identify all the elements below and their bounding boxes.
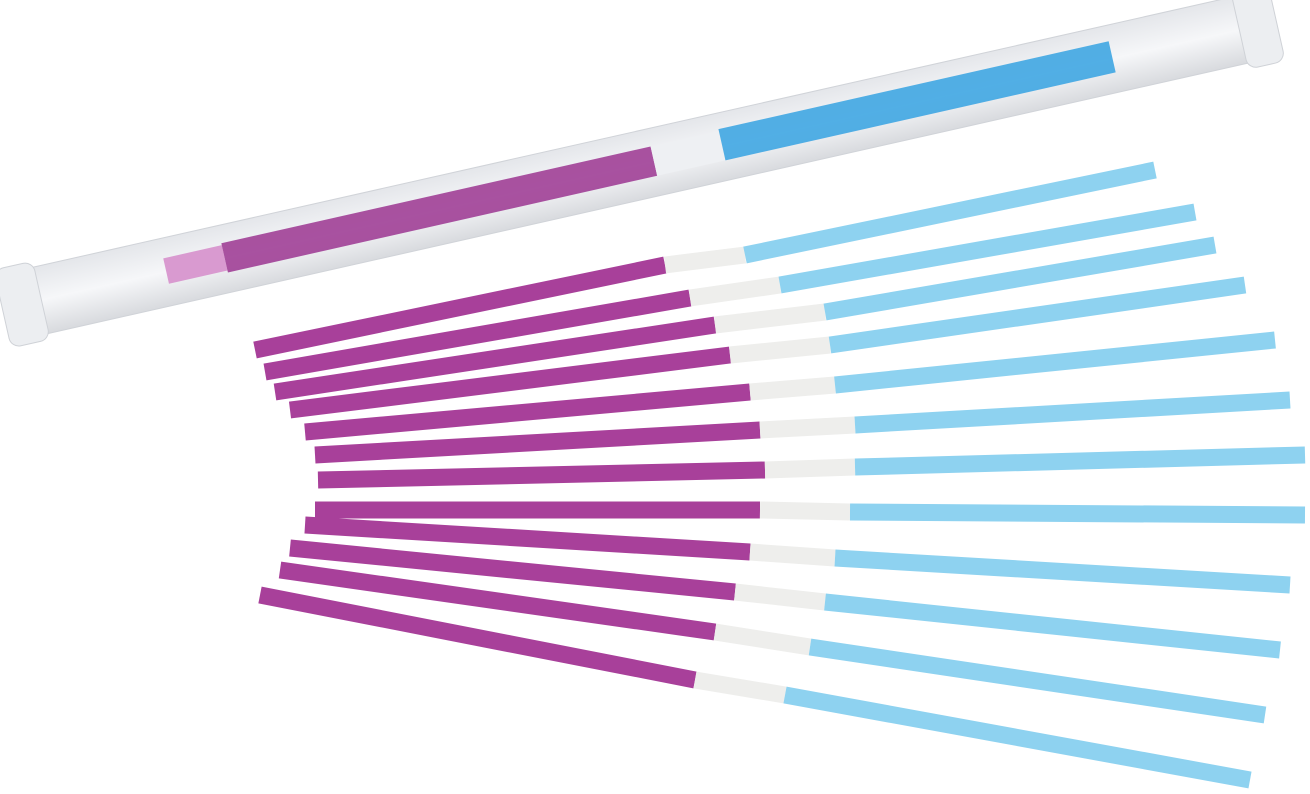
strip-purple bbox=[258, 586, 697, 689]
strip-purple bbox=[278, 561, 717, 641]
strip-white bbox=[688, 276, 782, 307]
strip-blue bbox=[783, 686, 1252, 789]
strip-white bbox=[693, 671, 787, 704]
strip-purple bbox=[304, 383, 751, 441]
strip-white bbox=[713, 623, 812, 656]
strip-purple bbox=[289, 539, 736, 601]
strip-blue bbox=[854, 446, 1306, 476]
strip-blue bbox=[834, 331, 1276, 394]
strip-blue bbox=[824, 593, 1281, 659]
strip-white bbox=[764, 458, 856, 479]
strip-blue bbox=[823, 236, 1217, 321]
tube-cap-right bbox=[1232, 0, 1284, 68]
strip-blue bbox=[834, 549, 1291, 594]
strip-blue bbox=[854, 391, 1291, 434]
strip-blue bbox=[808, 638, 1267, 724]
strip-white bbox=[729, 336, 831, 364]
strip-purple bbox=[314, 421, 761, 464]
strip-purple bbox=[288, 346, 732, 419]
strip-blue bbox=[743, 161, 1157, 264]
strip-white bbox=[714, 303, 826, 334]
tube-strip-pale bbox=[163, 245, 228, 284]
strip-white bbox=[663, 246, 747, 274]
strip-white bbox=[734, 583, 826, 611]
strip-blue bbox=[778, 203, 1197, 294]
tube-cap-left bbox=[0, 262, 49, 347]
tube-strip-purple bbox=[221, 146, 658, 273]
strip-white bbox=[749, 376, 836, 401]
tube bbox=[0, 0, 1284, 347]
strip-purple bbox=[317, 461, 766, 489]
tube-strip-blue bbox=[718, 41, 1116, 161]
strips bbox=[253, 161, 1306, 789]
strip-white bbox=[749, 543, 836, 567]
strip-purple bbox=[273, 316, 717, 401]
strip-purple bbox=[304, 516, 751, 561]
strip-purple bbox=[263, 289, 692, 381]
strip-blue bbox=[849, 503, 1306, 524]
strip-white bbox=[759, 501, 851, 521]
strip-white bbox=[759, 416, 856, 439]
strip-purple bbox=[253, 256, 667, 359]
tube-strip-white bbox=[650, 131, 726, 176]
strip-blue bbox=[828, 276, 1247, 354]
